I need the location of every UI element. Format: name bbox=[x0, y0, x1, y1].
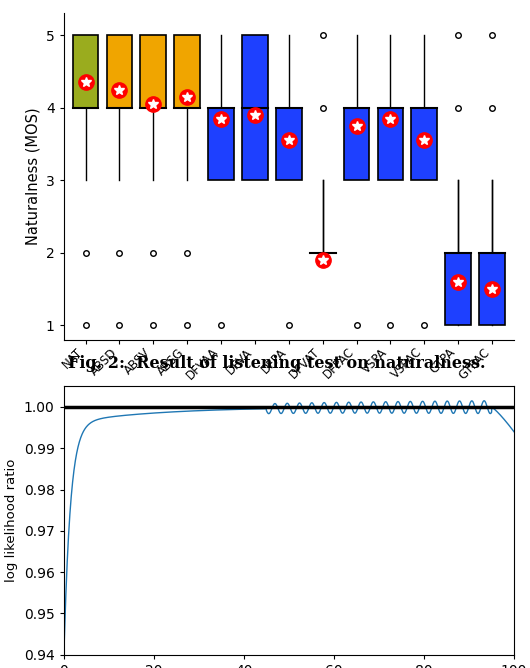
Y-axis label: log likelihood ratio: log likelihood ratio bbox=[5, 459, 18, 582]
Bar bbox=[344, 108, 369, 180]
Bar bbox=[479, 253, 505, 325]
Bar bbox=[242, 35, 268, 180]
Bar bbox=[174, 35, 200, 108]
Bar bbox=[411, 108, 437, 180]
Bar bbox=[276, 108, 302, 180]
Bar bbox=[208, 108, 234, 180]
Text: Fig. 2:  Result of listening test on naturalness.: Fig. 2: Result of listening test on natu… bbox=[68, 355, 485, 371]
Bar bbox=[140, 35, 166, 108]
Y-axis label: Naturalness (MOS): Naturalness (MOS) bbox=[25, 108, 40, 245]
Bar bbox=[73, 35, 99, 108]
Bar bbox=[445, 253, 471, 325]
Bar bbox=[107, 35, 132, 108]
Bar bbox=[377, 108, 403, 180]
